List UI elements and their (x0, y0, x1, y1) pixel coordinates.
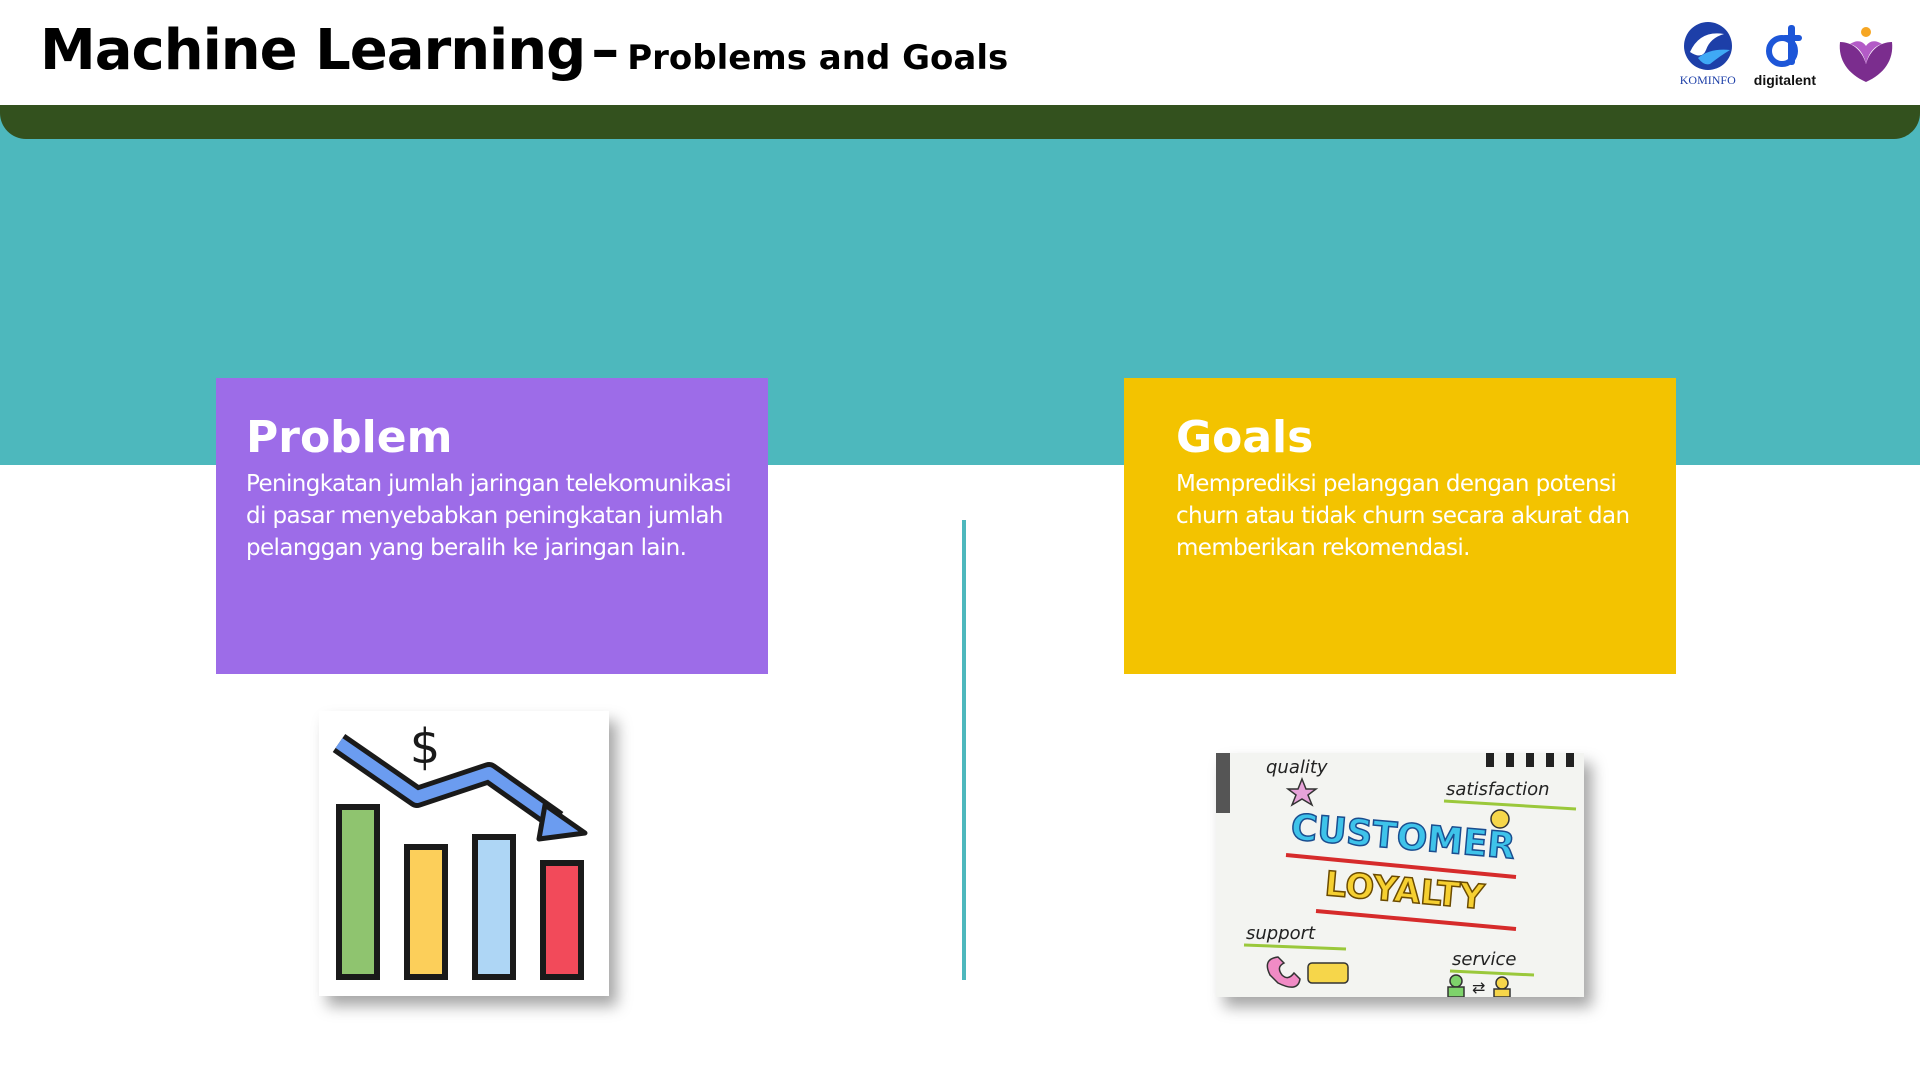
slide-header: Machine Learning – Problems and Goals KOMI… (0, 0, 1920, 105)
word-service: service (1452, 949, 1516, 970)
goals-heading: Goals (1176, 412, 1314, 463)
svg-text:⇄: ⇄ (1472, 978, 1485, 997)
svg-text:$: $ (410, 719, 441, 775)
digitalent-caption: digitalent (1753, 72, 1816, 88)
v-emblem-icon (1839, 27, 1893, 82)
kominfo-logo: KOMINFO (1680, 20, 1736, 88)
title-main: Machine Learning (40, 18, 586, 83)
problem-body: Peningkatan jumlah jaringan telekomunika… (246, 471, 732, 562)
word-support: support (1246, 923, 1316, 944)
slide-title: Machine Learning – Problems and Goals (40, 18, 1008, 83)
problem-heading: Problem (246, 412, 453, 463)
goals-card: Goals Memprediksi pelanggan dengan poten… (1124, 378, 1676, 674)
digitalent-logo: digitalent (1754, 21, 1816, 88)
title-dash: – (591, 18, 620, 83)
declining-revenue-chart-icon: $ (319, 711, 609, 996)
vertical-divider (962, 520, 966, 980)
logo-group: KOMINFO digitalent (1680, 18, 1898, 88)
kominfo-caption: KOMINFO (1679, 73, 1736, 87)
goals-body: Memprediksi pelanggan dengan potensi chu… (1176, 471, 1630, 562)
kominfo-emblem-icon (1683, 22, 1732, 70)
word-satisfaction: satisfaction (1446, 779, 1550, 800)
word-quality: quality (1266, 757, 1328, 778)
title-subtitle: Problems and Goals (627, 38, 1009, 78)
dark-green-accent-bar (0, 105, 1920, 139)
problem-card: Problem Peningkatan jumlah jaringan tele… (216, 378, 768, 674)
v-logo (1834, 24, 1898, 88)
customer-loyalty-image: quality satisfaction CUSTOMER LOYALTY su… (1216, 753, 1584, 997)
digitalent-emblem-icon (1765, 25, 1802, 67)
